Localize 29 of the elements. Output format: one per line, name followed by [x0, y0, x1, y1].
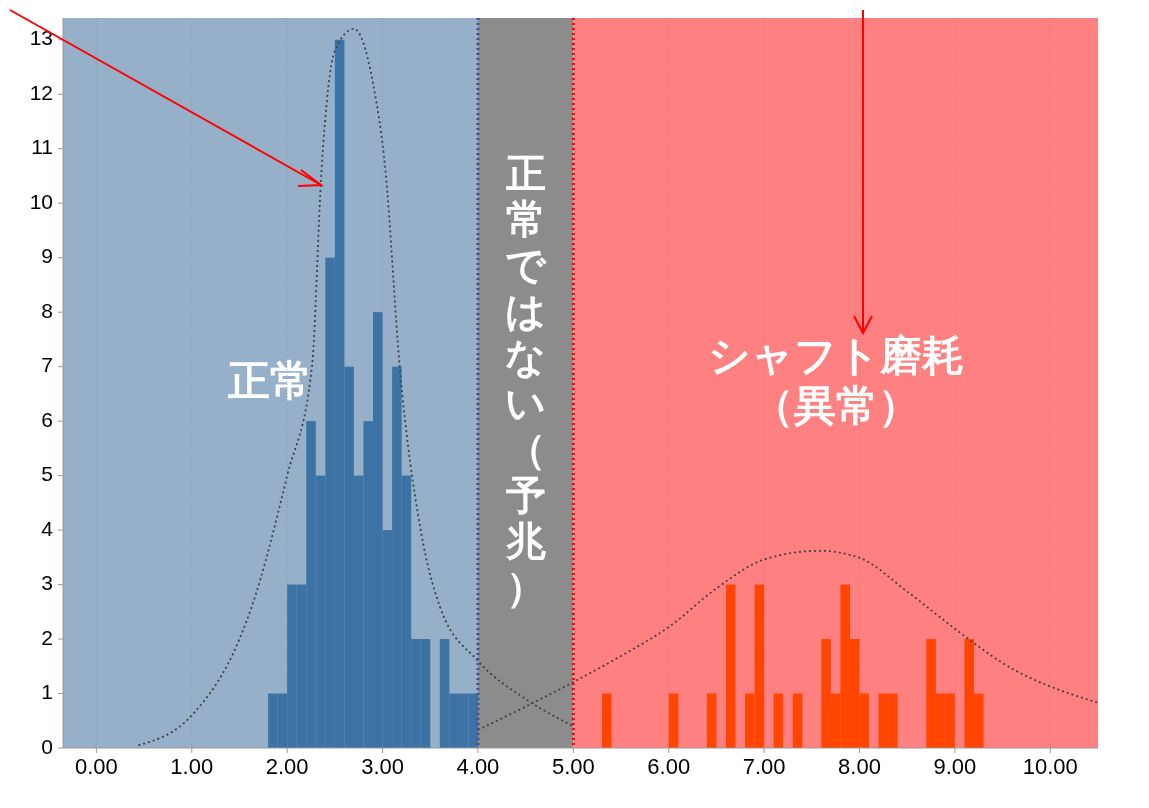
x-tick-label: 0.00: [74, 754, 118, 779]
y-tick-label: 11: [31, 135, 53, 159]
y-tick-label: 4: [41, 516, 54, 540]
y-tick-label: 3: [41, 571, 53, 595]
text: 正常: [228, 355, 313, 405]
x-tick-label: 10.00: [1022, 754, 1078, 779]
x-tick-label: 8.00: [838, 754, 881, 779]
band-label: 正常: [504, 150, 546, 242]
band-label: シャフト磨耗（異常）: [707, 330, 964, 430]
x-tick-label: 9.00: [933, 754, 977, 779]
x-tick-label: 4.00: [456, 754, 500, 779]
y-tick-label: 5: [41, 462, 53, 486]
y-tick-label: 1: [41, 680, 53, 704]
x-tick-label: 5.00: [551, 754, 595, 779]
x-tick-label: 2.00: [265, 754, 309, 779]
y-tick-label: 7: [41, 353, 53, 377]
x-tick-label: 6.00: [647, 754, 691, 779]
y-tick-label: 13: [29, 26, 53, 50]
y-tick-label: 12: [29, 80, 53, 104]
y-tick-label: 6: [41, 407, 53, 431]
y-tick-label: 9: [41, 244, 53, 268]
y-tick-label: 2: [41, 625, 53, 649]
x-tick-label: 1.00: [170, 754, 214, 779]
text: ではない（予兆）: [505, 242, 547, 610]
x-tick-label: 7.00: [742, 754, 786, 779]
y-tick-label: 8: [41, 298, 53, 322]
y-tick-label: 0: [41, 734, 53, 758]
x-tick-label: 3.00: [361, 754, 404, 779]
y-tick-label: 10: [29, 189, 53, 213]
